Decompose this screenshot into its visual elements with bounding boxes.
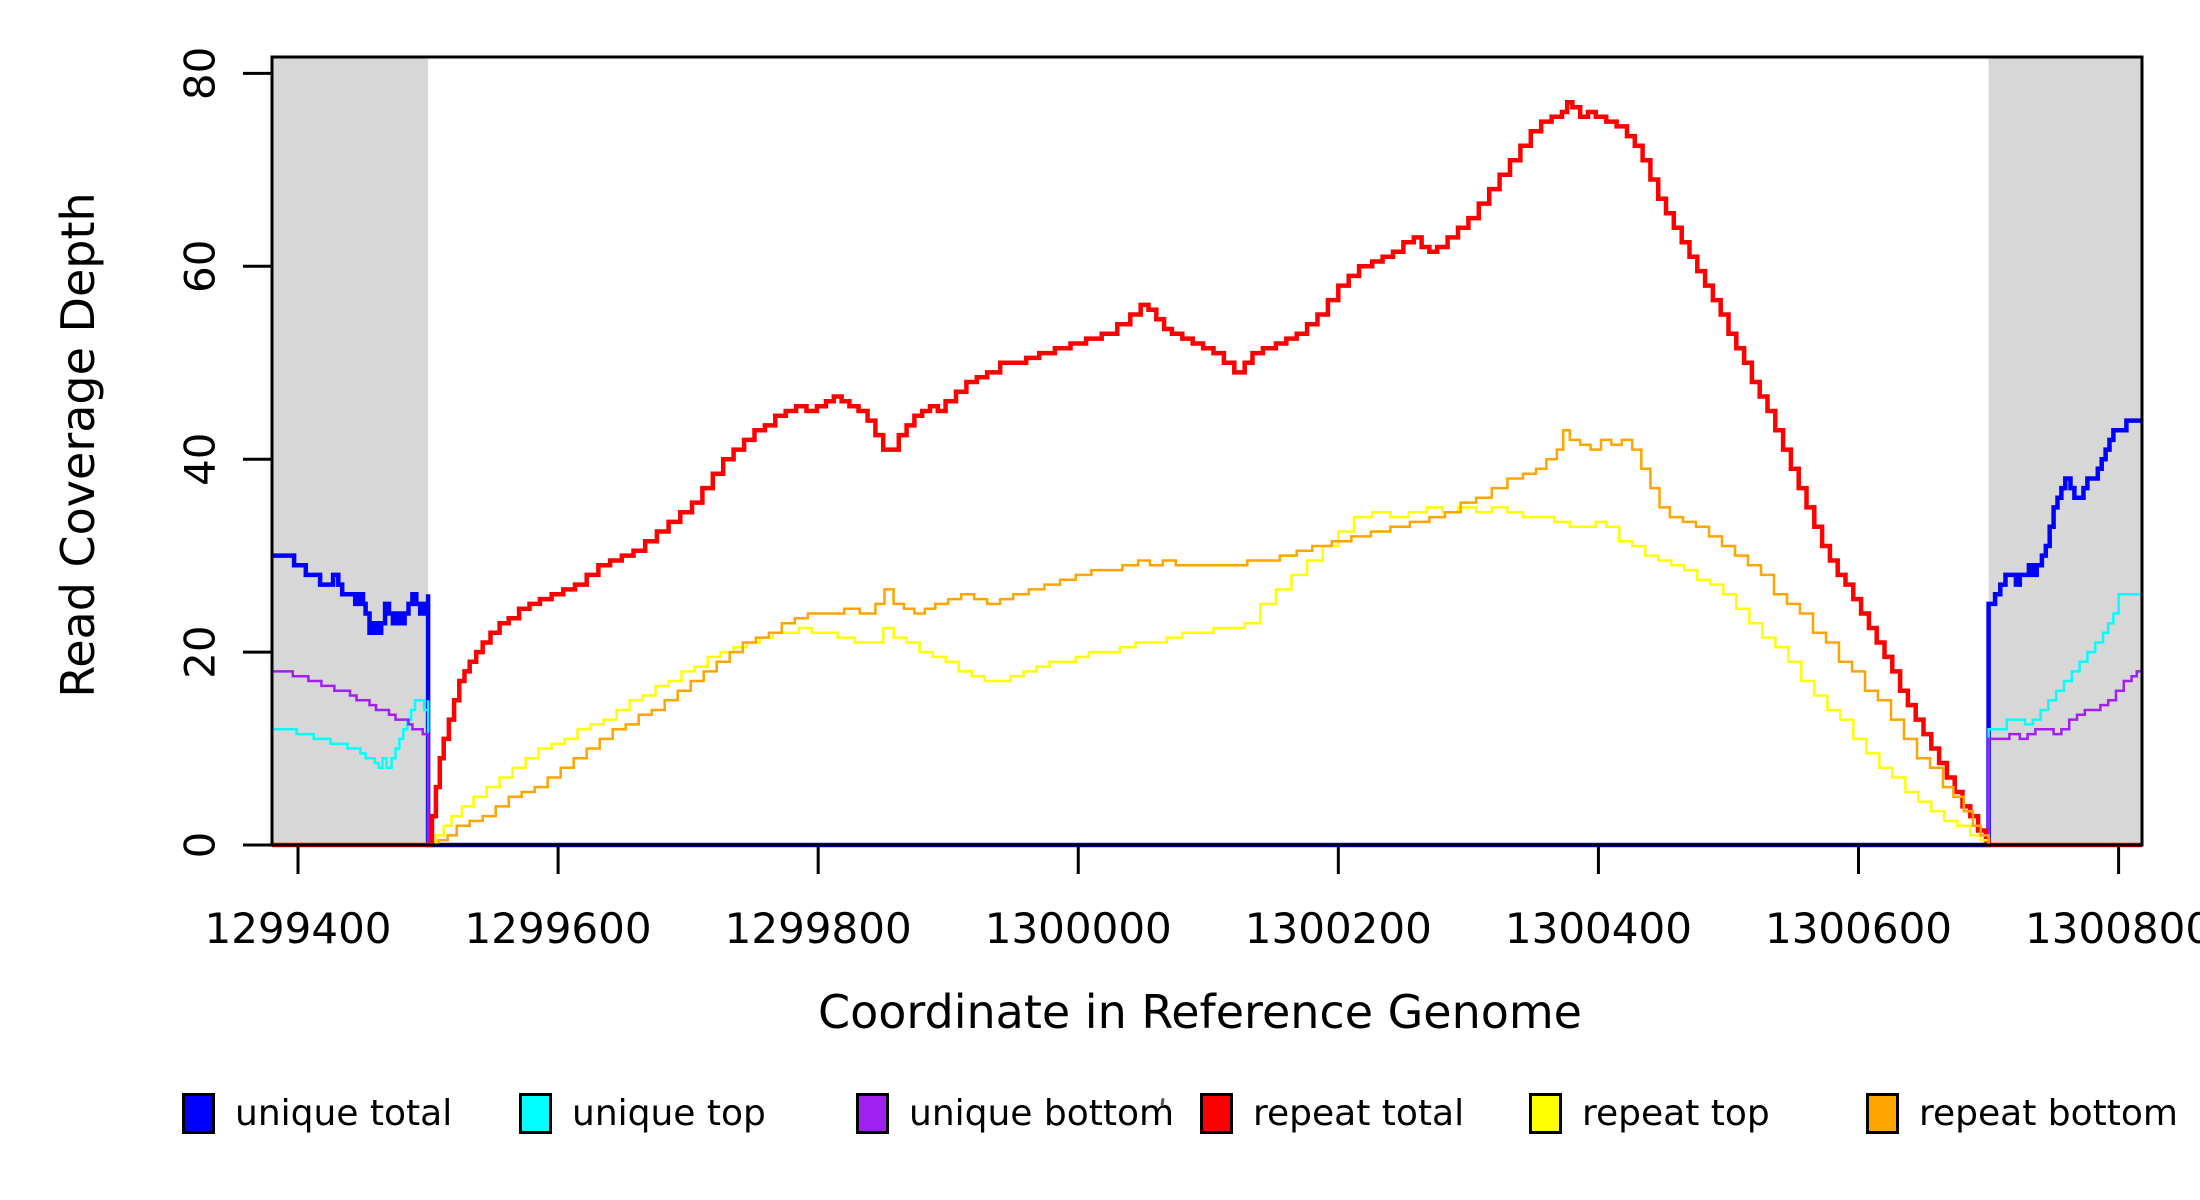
x-tick-label: 1300000 xyxy=(985,904,1172,953)
series-unique-top xyxy=(272,592,2142,847)
series-unique-bottom xyxy=(272,670,2142,847)
y-tick-label: 20 xyxy=(176,625,225,678)
x-tick-label: 1299600 xyxy=(465,904,652,953)
x-axis-title: Coordinate in Reference Genome xyxy=(818,985,1582,1039)
x-tick-label: 1300600 xyxy=(1765,904,1952,953)
x-tick-label: 1300800 xyxy=(2025,904,2200,953)
y-tick-label: 0 xyxy=(176,832,225,859)
masked-region-0 xyxy=(272,57,429,845)
masked-region-1 xyxy=(1988,57,2142,845)
series-repeat-bottom xyxy=(272,429,2142,847)
y-tick-label: 60 xyxy=(176,240,225,293)
x-tick-label: 1300400 xyxy=(1505,904,1692,953)
series-repeat-top xyxy=(272,506,2142,847)
y-tick-label: 80 xyxy=(176,47,225,100)
x-tick-label: 1299400 xyxy=(204,904,391,953)
x-tick-label: 1299800 xyxy=(725,904,912,953)
plot-box xyxy=(270,55,2144,847)
series-repeat-total xyxy=(272,100,2142,848)
y-axis-title: Read Coverage Depth xyxy=(51,192,105,698)
x-tick-label: 1300200 xyxy=(1245,904,1432,953)
y-tick-label: 40 xyxy=(176,432,225,485)
